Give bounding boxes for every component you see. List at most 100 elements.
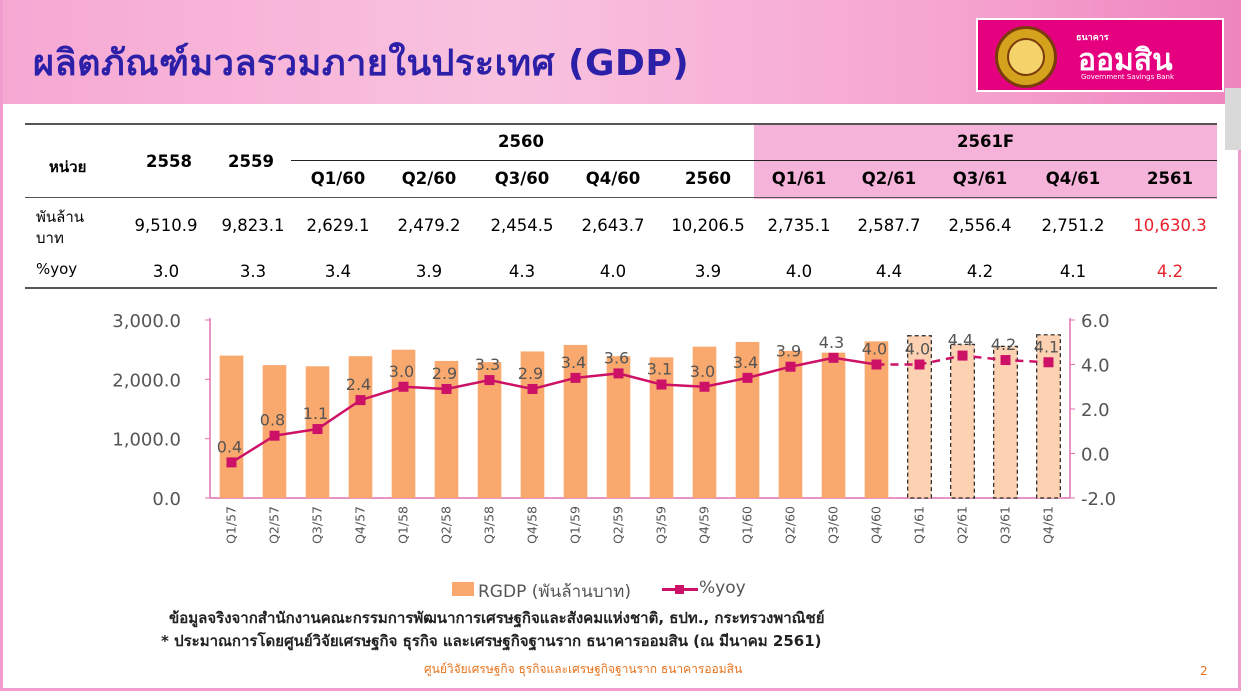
table-cell-value: 2,643.7 xyxy=(581,216,645,235)
x-category-label: Q2/60 xyxy=(783,506,798,544)
table-cell-value: 2,751.2 xyxy=(1041,216,1105,235)
table-cell-yoy: 4.0 xyxy=(785,262,813,281)
yoy-marker xyxy=(527,383,538,394)
table-cell-yoy: 4.2 xyxy=(1156,262,1184,281)
legend-line-marker xyxy=(675,585,684,594)
table-cell-yoy: 3.3 xyxy=(239,262,267,281)
table-cell-yoy: 4.1 xyxy=(1059,262,1087,281)
x-category-label: Q4/59 xyxy=(697,506,712,544)
x-category-label: Q1/58 xyxy=(396,506,411,544)
yoy-marker xyxy=(1043,357,1054,368)
yoy-data-label: 0.4 xyxy=(217,437,242,456)
yoy-data-label: 2.9 xyxy=(432,364,457,383)
yoy-data-label: 4.0 xyxy=(905,340,930,359)
yoy-line xyxy=(230,356,877,464)
group-2560-header: 2560 xyxy=(498,132,544,151)
yoy-marker xyxy=(484,375,495,386)
table-cell-value: 2,454.5 xyxy=(490,216,554,235)
table-cell-value: 2,479.2 xyxy=(397,216,461,235)
logo-main-text: ออมสิน xyxy=(1078,43,1173,78)
rgdp-bar xyxy=(649,357,674,498)
yoy-data-label: 3.4 xyxy=(733,353,758,372)
col-header-Q4-61: Q4/61 xyxy=(1045,169,1101,188)
rgdp-bar xyxy=(348,356,373,498)
x-category-label: Q3/60 xyxy=(826,506,841,544)
side-scroll-tab[interactable] xyxy=(1225,88,1241,150)
col-header-Q1-61: Q1/61 xyxy=(771,169,827,188)
rgdp-bar xyxy=(864,341,889,498)
table-bottom-rule xyxy=(25,287,1217,289)
seal-icon xyxy=(995,26,1057,88)
yoy-data-label: 4.3 xyxy=(819,333,844,352)
yoy-data-label: 0.8 xyxy=(260,411,285,430)
yoy-data-label: 3.0 xyxy=(690,362,715,381)
col-2559: 2559 xyxy=(228,152,274,171)
table-cell-value: 9,823.1 xyxy=(221,216,285,235)
x-category-label: Q4/58 xyxy=(525,506,540,544)
group-2561-header: 2561F xyxy=(957,132,1015,151)
table-cell-yoy: 4.3 xyxy=(508,262,536,281)
right-tick-label: 4.0 xyxy=(1081,356,1110,377)
yoy-marker xyxy=(871,359,882,370)
table-cell-value: 2,629.1 xyxy=(306,216,370,235)
table-cell-yoy: 3.9 xyxy=(415,262,443,281)
yoy-marker xyxy=(613,368,624,379)
x-category-label: Q2/57 xyxy=(267,506,282,544)
logo-small-text: ธนาคาร xyxy=(1076,33,1109,43)
forecast-bar xyxy=(907,335,932,499)
rgdp-bar xyxy=(606,356,631,498)
yoy-marker xyxy=(914,359,925,370)
yoy-data-label: 2.4 xyxy=(346,375,371,394)
yoy-data-label: 4.2 xyxy=(991,335,1016,354)
yoy-data-label: 3.1 xyxy=(647,360,672,379)
rgdp-bar xyxy=(219,355,244,498)
header-bottom-rule xyxy=(25,197,1217,198)
forecast-bar xyxy=(993,345,1018,499)
x-category-label: Q1/61 xyxy=(912,506,927,544)
yoy-data-label: 3.9 xyxy=(776,342,801,361)
footer-text: ศูนย์วิจัยเศรษฐกิจ ธุรกิจและเศรษฐกิจฐานร… xyxy=(424,662,743,676)
rgdp-bar xyxy=(477,362,502,498)
bank-logo: ธนาคาร ออมสิน Government Savings Bank xyxy=(976,18,1224,92)
x-category-label: Q3/57 xyxy=(310,506,325,544)
x-category-label: Q2/59 xyxy=(611,506,626,544)
yoy-marker xyxy=(957,350,968,361)
left-tick-label: 2,000.0 xyxy=(112,370,181,391)
gdp-chart: 0.0 1,000.0 2,000.0 3,000.0 -2.0 0.0 2.0 4.0 6.0… xyxy=(112,311,1116,544)
legend-line-label: %yoy xyxy=(699,578,746,598)
right-tick-label: 6.0 xyxy=(1081,311,1110,332)
row-label-yoy: %yoy xyxy=(36,260,78,278)
x-category-label: Q1/57 xyxy=(224,506,239,544)
row-label-value-line2: บาท xyxy=(36,229,64,247)
x-category-label: Q2/58 xyxy=(439,506,454,544)
table-cell-value: 10,630.3 xyxy=(1133,216,1207,235)
table-cell-yoy: 3.0 xyxy=(152,262,180,281)
table-cell-value: 2,556.4 xyxy=(948,216,1012,235)
logo-sub-text: Government Savings Bank xyxy=(1081,73,1175,81)
table-cell-yoy: 3.9 xyxy=(694,262,722,281)
col-header-Q3-60: Q3/60 xyxy=(494,169,550,188)
left-tick-label: 1,000.0 xyxy=(112,430,181,451)
group-2561-rule xyxy=(754,160,1217,161)
legend-bar-label: RGDP (พันล้านบาท) xyxy=(478,582,631,602)
yoy-data-label: 3.3 xyxy=(475,355,500,374)
col-header-Q4-60: Q4/60 xyxy=(585,169,641,188)
yoy-marker xyxy=(656,379,667,390)
forecast-header-bg xyxy=(754,125,1217,199)
rgdp-bar xyxy=(778,350,803,498)
right-tick-label: 2.0 xyxy=(1081,400,1110,421)
col-header-Q1-60: Q1/60 xyxy=(310,169,366,188)
yoy-marker xyxy=(1000,355,1011,366)
table-cell-yoy: 4.2 xyxy=(966,262,994,281)
row-label-value-line1: พันล้าน xyxy=(36,208,85,226)
x-category-label: Q2/61 xyxy=(955,506,970,544)
x-category-label: Q4/60 xyxy=(869,506,884,544)
col-header-2560: 2560 xyxy=(685,169,731,188)
yoy-marker xyxy=(398,381,409,392)
table-top-rule xyxy=(25,123,1217,125)
yoy-marker xyxy=(828,352,839,363)
yoy-data-label: 3.4 xyxy=(561,353,586,372)
yoy-data-label: 1.1 xyxy=(303,404,328,423)
forecast-bar xyxy=(1036,334,1061,499)
table-cell-yoy: 4.4 xyxy=(875,262,903,281)
